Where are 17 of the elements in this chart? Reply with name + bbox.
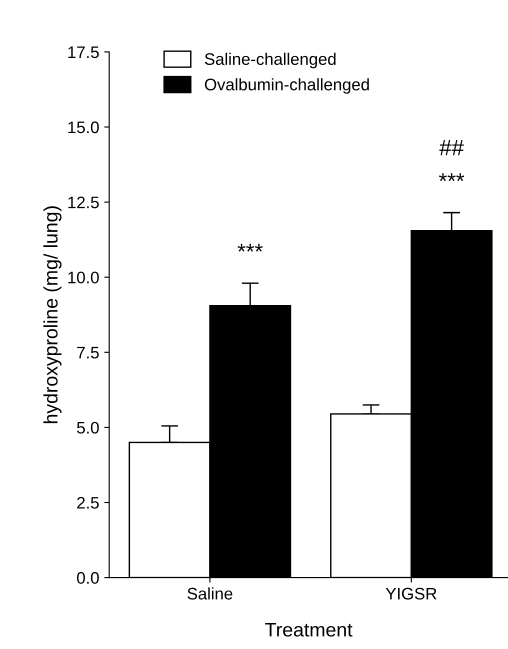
y-tick-label: 5.0 [77,422,99,434]
y-tick-label: 17.5 [68,46,99,58]
annotation: *** [438,173,464,182]
x-tick-label: Saline [188,587,232,600]
y-tick-label: 2.5 [77,496,99,509]
y-axis-title: hydroxyproline (mg/ lung) [43,206,62,424]
y-tick-label: 12.5 [68,196,99,208]
annotation: *** [238,244,263,252]
legend-label: Saline-challenged [204,52,336,68]
y-tick-label: 15.0 [68,121,99,134]
annotation: ## [439,140,464,156]
y-tick-label: 7.5 [77,346,99,359]
x-tick-label: YIGSR [386,588,436,600]
y-tick-label: 10.0 [68,272,99,284]
legend-label: Ovalbumin-challenged [204,78,369,94]
y-tick-label: 0.0 [76,572,99,584]
x-axis-title: Treatment [265,623,352,637]
